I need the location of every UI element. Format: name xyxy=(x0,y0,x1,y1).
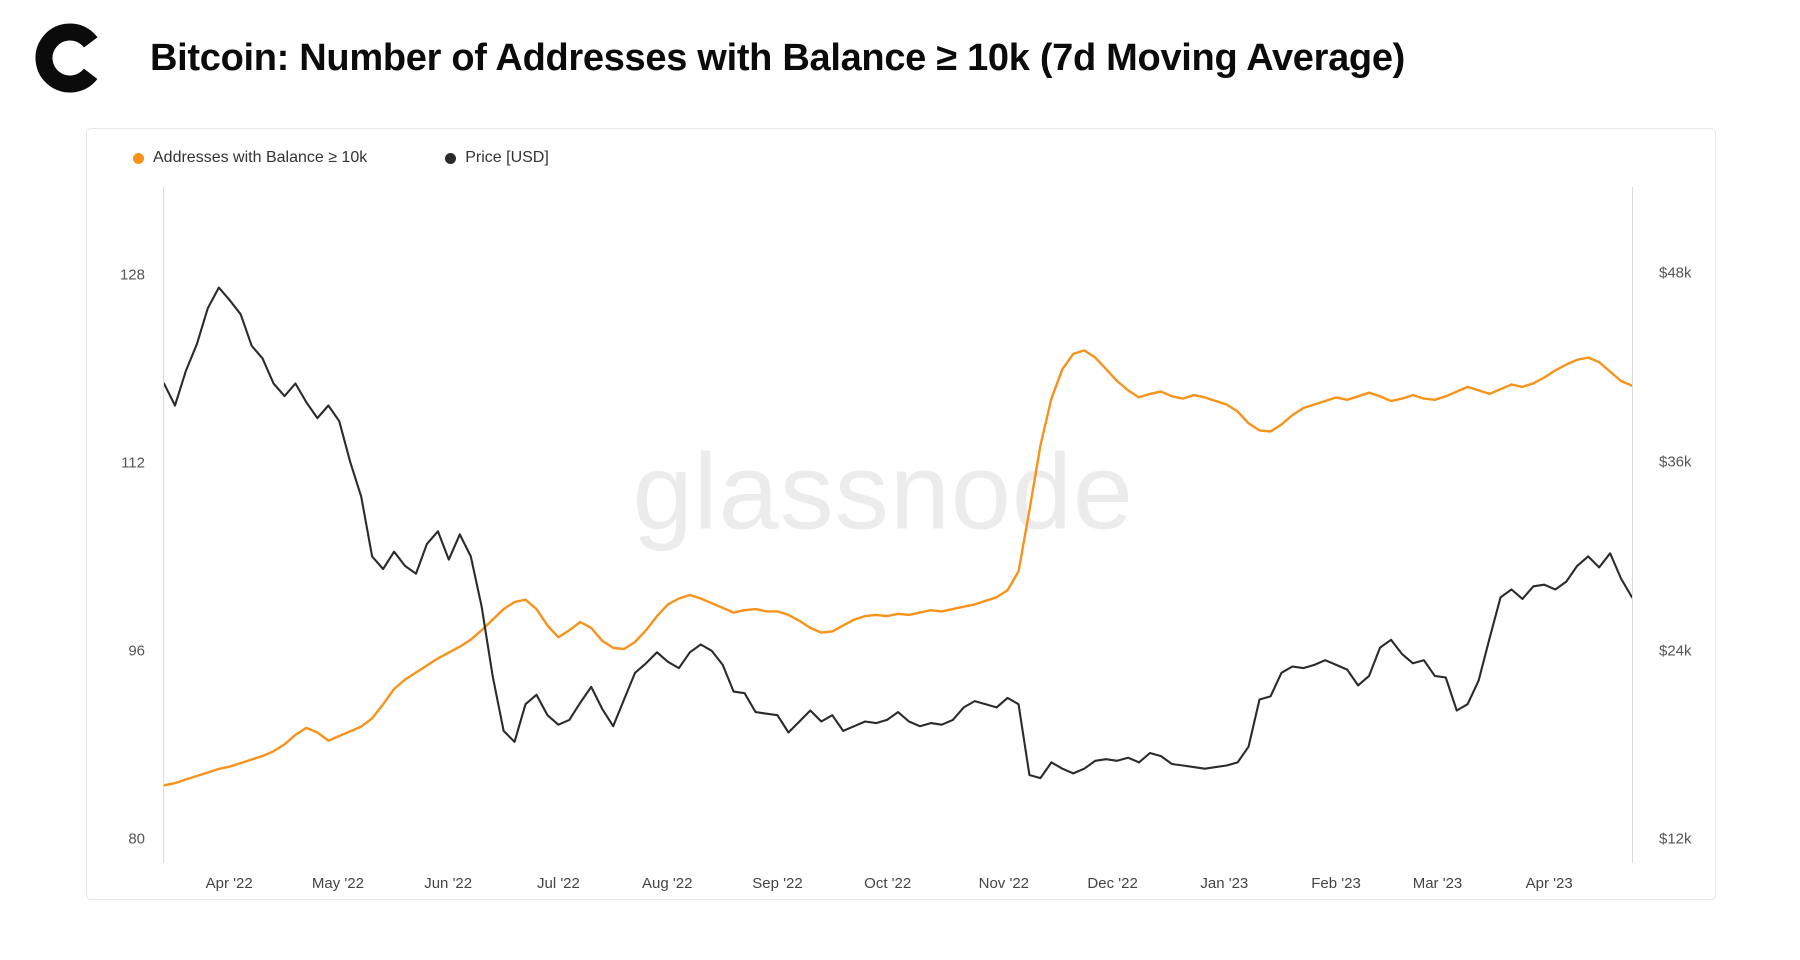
x-tick-label: Dec '22 xyxy=(1087,875,1138,892)
x-tick-label: Jul '22 xyxy=(536,875,580,892)
y-tick-label-right: $12k xyxy=(1659,830,1692,848)
price-series-dot xyxy=(445,152,457,164)
y-axis-right: $48k $36k $24k $12k xyxy=(1646,187,1714,863)
legend-item-addresses[interactable]: Addresses with Balance ≥ 10k xyxy=(133,149,367,167)
legend-label-addresses: Addresses with Balance ≥ 10k xyxy=(153,149,368,166)
x-tick-label: Jan '23 xyxy=(1200,875,1249,892)
y-tick-label-right: $36k xyxy=(1659,453,1692,471)
addresses-series-dot xyxy=(133,152,144,164)
series-line-0 xyxy=(164,349,1632,787)
legend: Addresses with Balance ≥ 10k Price [USD] xyxy=(133,149,549,167)
x-axis: Apr '22 May '22 Jun '22 Jul '22 Aug '22 Sep '… xyxy=(163,873,1633,897)
x-tick-label: Aug '22 xyxy=(642,875,693,892)
x-tick-label: May '22 xyxy=(311,875,364,892)
header: Bitcoin: Number of Addresses with Balanc… xyxy=(34,22,1405,94)
x-tick-label: Jun '22 xyxy=(424,875,473,892)
x-tick-label: Mar '23 xyxy=(1412,875,1463,892)
y-tick-label-left: 80 xyxy=(128,830,145,848)
chart-canvas xyxy=(164,286,1632,787)
x-tick-label: Feb '23 xyxy=(1311,875,1361,892)
y-tick-label-right: $48k xyxy=(1659,264,1692,282)
x-tick-label: Apr '22 xyxy=(205,875,253,892)
legend-label-price: Price [USD] xyxy=(465,149,549,166)
chart-card: Addresses with Balance ≥ 10k Price [USD]… xyxy=(86,128,1716,900)
y-tick-label-left: 96 xyxy=(128,642,145,660)
y-tick-label-left: 112 xyxy=(121,454,145,472)
x-tick-label: Sep '22 xyxy=(752,875,803,892)
glassnode-logo-icon xyxy=(34,22,106,94)
y-axis-left: 128 112 96 80 xyxy=(87,187,145,863)
x-tick-label: Oct '22 xyxy=(864,875,912,892)
series-line-1 xyxy=(164,286,1632,780)
chart-title: Bitcoin: Number of Addresses with Balanc… xyxy=(150,36,1406,79)
x-tick-label: Apr '23 xyxy=(1525,875,1573,892)
y-tick-label-right: $24k xyxy=(1659,642,1692,660)
plot-area: glassnode xyxy=(163,187,1633,863)
y-tick-label-left: 128 xyxy=(119,266,145,284)
legend-item-price[interactable]: Price [USD] xyxy=(445,149,549,167)
x-tick-label: Nov '22 xyxy=(978,875,1030,892)
